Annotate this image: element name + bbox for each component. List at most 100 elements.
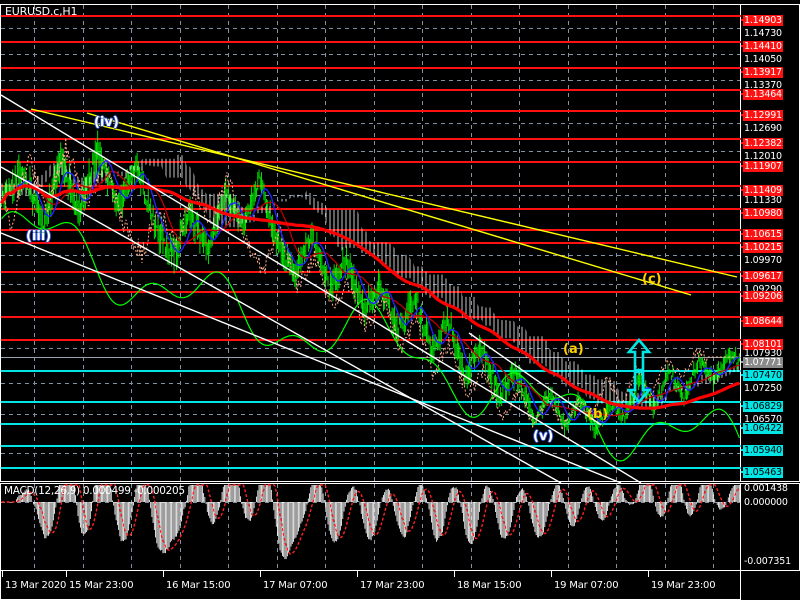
price-plot <box>0 94 741 484</box>
price-label-1.12690: 1.12690 <box>744 123 782 134</box>
level-line-1.10615[interactable] <box>1 229 742 231</box>
price-label-1.11409[interactable]: 1.11409 <box>743 185 783 196</box>
wave-label-iv[interactable]: (iv) <box>94 115 119 130</box>
price-label-1.11330: 1.11330 <box>744 195 782 206</box>
level-line-1.11409[interactable] <box>1 185 742 187</box>
macd-label: MACD(12,26,9) 0.000499 -0.000205 <box>4 485 185 497</box>
price-label-1.10215[interactable]: 1.10215 <box>743 242 783 253</box>
level-line-1.14410[interactable] <box>1 41 742 43</box>
grid-line-v <box>519 484 520 570</box>
level-line-1.06422[interactable] <box>1 423 742 425</box>
level-line-1.07470[interactable] <box>1 370 742 372</box>
time-label: 15 Mar 23:00 <box>69 580 134 591</box>
price-label-1.14050: 1.14050 <box>744 54 782 65</box>
price-label-1.07470[interactable]: 1.07470 <box>743 370 783 381</box>
price-label-1.09970: 1.09970 <box>744 255 782 266</box>
grid-line-h <box>1 284 740 285</box>
level-line-1.08101[interactable] <box>1 339 742 341</box>
level-line-1.12991[interactable] <box>1 110 742 112</box>
macd-label-0.001438: 0.001438 <box>744 483 788 494</box>
price-label-1.09206[interactable]: 1.09206 <box>743 291 783 302</box>
grid-line-h <box>1 151 740 152</box>
price-label-1.06422[interactable]: 1.06422 <box>743 423 783 434</box>
wave-label-v[interactable]: (v) <box>533 429 554 444</box>
grid-line-h <box>1 195 740 196</box>
macd-plot <box>1 484 740 560</box>
price-label-1.13917[interactable]: 1.13917 <box>743 67 783 78</box>
price-label-1.07930: 1.07930 <box>744 348 782 359</box>
price-label-1.10980[interactable]: 1.10980 <box>743 208 783 219</box>
level-line-1.10980[interactable] <box>1 208 742 210</box>
level-line-1.11907[interactable] <box>1 161 742 163</box>
price-label-1.12382[interactable]: 1.12382 <box>743 138 783 149</box>
grid-line-v <box>471 484 472 570</box>
price-label-1.08101[interactable]: 1.08101 <box>743 339 783 350</box>
level-line-1.06829[interactable] <box>1 401 742 403</box>
grid-line-v <box>325 484 326 570</box>
time-tick <box>2 571 3 577</box>
macd-scale: 0.001438 0.000000 -0.007351 <box>741 483 800 571</box>
time-label: 19 Mar 23:00 <box>651 580 716 591</box>
price-label-1.05463[interactable]: 1.05463 <box>743 467 783 478</box>
macd-label-0.000000: 0.000000 <box>744 497 788 508</box>
price-label-1.11907[interactable]: 1.11907 <box>743 161 783 172</box>
grid-line-v <box>131 484 132 570</box>
grid-line-h <box>1 123 740 124</box>
time-label: 19 Mar 07:00 <box>554 580 619 591</box>
level-line-1.05463[interactable] <box>1 467 742 469</box>
level-line-1.12382[interactable] <box>1 138 742 140</box>
grid-line-h <box>1 28 740 29</box>
grid-line-v <box>713 484 714 570</box>
price-label-1.14730: 1.14730 <box>744 28 782 39</box>
level-line-1.08644[interactable] <box>1 316 742 318</box>
price-label-1.07771[interactable]: 1.07771 <box>743 357 783 368</box>
level-line-1.05940[interactable] <box>1 445 742 447</box>
price-label-1.09290: 1.09290 <box>744 284 782 295</box>
macd-label--0.007351: -0.007351 <box>744 556 791 567</box>
time-tick <box>357 571 358 577</box>
price-chart-pane[interactable] <box>0 4 742 484</box>
macd-zero-line <box>1 502 740 503</box>
price-label-1.13370: 1.13370 <box>744 80 782 91</box>
grid-line-v <box>83 484 84 570</box>
price-label-1.12010: 1.12010 <box>744 151 782 162</box>
price-label-1.10615[interactable]: 1.10615 <box>743 229 783 240</box>
time-scale[interactable]: 13 Mar 2020 15 Mar 23:00 16 Mar 15:00 17 Ma… <box>0 571 741 600</box>
level-line-1.13464[interactable] <box>1 89 742 91</box>
grid-line-v <box>180 484 181 570</box>
level-line-1.07771[interactable] <box>1 357 742 358</box>
price-label-1.08644[interactable]: 1.08644 <box>743 316 783 327</box>
level-line-1.14903[interactable] <box>1 15 742 17</box>
time-label: 17 Mar 23:00 <box>360 580 425 591</box>
price-label-1.13464[interactable]: 1.13464 <box>743 89 783 100</box>
grid-line-h <box>1 348 740 349</box>
time-tick <box>648 571 649 577</box>
price-label-1.12991[interactable]: 1.12991 <box>743 110 783 121</box>
level-line-1.09617[interactable] <box>1 271 742 273</box>
price-label-1.05940[interactable]: 1.05940 <box>743 445 783 456</box>
arrow-up-icon[interactable] <box>625 337 653 372</box>
grid-line-v <box>422 484 423 570</box>
time-label: 16 Mar 15:00 <box>166 580 231 591</box>
price-label-1.14903[interactable]: 1.14903 <box>743 15 783 26</box>
price-label-1.07250: 1.07250 <box>744 383 782 394</box>
wave-label-c[interactable]: (c) <box>642 272 662 287</box>
grid-line-v <box>568 484 569 570</box>
grid-line-h <box>1 54 740 55</box>
price-label-1.06829[interactable]: 1.06829 <box>743 401 783 412</box>
grid-line-h <box>1 383 740 384</box>
time-tick <box>163 571 164 577</box>
grid-line-v <box>665 484 666 570</box>
price-label-1.09617[interactable]: 1.09617 <box>743 271 783 282</box>
time-tick <box>260 571 261 577</box>
wave-label-b[interactable]: (b) <box>587 407 609 422</box>
level-line-1.13917[interactable] <box>1 67 742 69</box>
wave-label-a[interactable]: (a) <box>563 342 584 357</box>
time-label: 18 Mar 15:00 <box>457 580 522 591</box>
price-label-1.14410[interactable]: 1.14410 <box>743 41 783 52</box>
arrow-down-icon[interactable] <box>625 370 653 405</box>
macd-pane[interactable] <box>0 483 741 571</box>
wave-label-iii[interactable]: (iii) <box>26 229 52 244</box>
price-scale[interactable]: 1.14903 1.14730 1.14410 1.14050 1.13917 1.133… <box>741 4 800 482</box>
